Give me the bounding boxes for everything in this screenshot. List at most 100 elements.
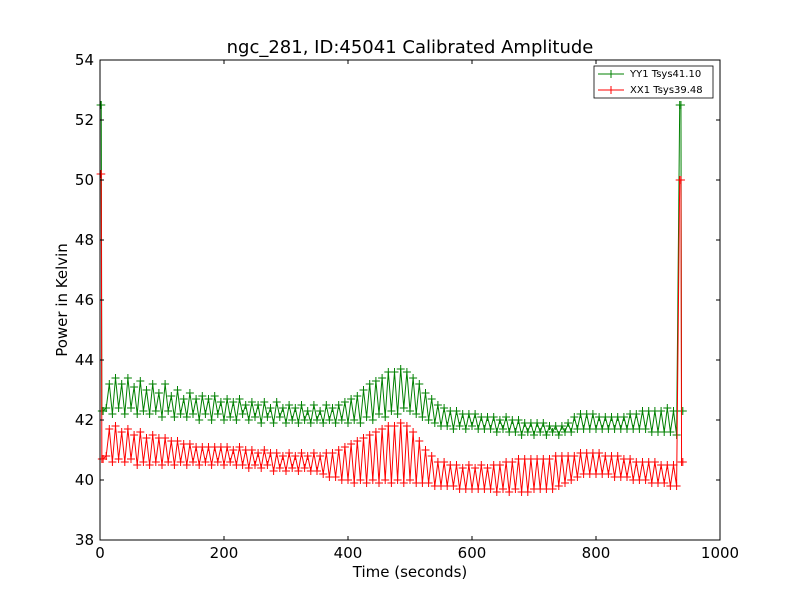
data-point <box>127 455 135 463</box>
data-point <box>247 446 256 454</box>
data-point <box>409 428 418 436</box>
data-point <box>133 461 142 469</box>
data-point <box>619 413 628 421</box>
data-point <box>356 476 365 484</box>
data-point <box>505 488 514 496</box>
data-point <box>499 425 507 433</box>
data-point <box>229 398 238 406</box>
data-point <box>468 422 476 430</box>
data-point <box>511 485 520 493</box>
x-tick-label: 600 <box>458 544 487 562</box>
x-axis-label: Time (seconds) <box>352 563 468 581</box>
data-point <box>232 416 241 424</box>
data-point <box>390 368 399 376</box>
data-point <box>97 170 106 178</box>
data-point <box>337 416 346 424</box>
legend-label-xx1: XX1 Tsys39.48 <box>630 85 703 96</box>
data-point <box>189 458 197 466</box>
data-point <box>185 440 194 448</box>
data-point <box>495 461 504 469</box>
plot-frame <box>99 59 721 541</box>
data-point <box>415 437 424 445</box>
data-point <box>502 413 511 421</box>
data-point <box>291 452 300 460</box>
data-point <box>672 482 681 490</box>
data-point <box>486 485 495 493</box>
series-1 <box>96 170 687 496</box>
data-point <box>254 449 263 457</box>
data-point <box>371 428 380 436</box>
x-tick-label: 400 <box>334 544 363 562</box>
data-point <box>145 410 154 418</box>
data-point <box>471 464 480 472</box>
data-point <box>359 386 368 394</box>
legend: YY1 Tsys41.10 XX1 Tsys39.48 <box>593 65 714 99</box>
data-point <box>313 467 321 475</box>
data-point <box>139 407 148 415</box>
data-point <box>204 395 213 403</box>
data-point <box>136 428 145 436</box>
y-tick-label: 50 <box>75 171 94 189</box>
data-point <box>393 410 402 418</box>
data-point <box>449 482 458 490</box>
data-point <box>170 461 179 469</box>
data-point <box>260 446 269 454</box>
data-point <box>167 392 176 400</box>
data-point <box>511 428 520 436</box>
data-point <box>567 476 576 484</box>
data-point <box>517 431 526 439</box>
data-point <box>650 458 659 466</box>
data-point <box>378 374 387 382</box>
data-point <box>189 410 197 418</box>
data-point <box>399 404 408 412</box>
data-point <box>300 416 309 424</box>
data-point <box>294 467 303 475</box>
data-point <box>176 458 185 466</box>
data-point <box>402 422 411 430</box>
data-point <box>350 416 359 424</box>
data-point <box>238 461 247 469</box>
x-tick-label: 200 <box>210 544 239 562</box>
data-point <box>185 389 194 397</box>
data-point <box>282 467 290 475</box>
data-point <box>455 422 464 430</box>
data-point <box>300 464 309 472</box>
data-point <box>362 479 371 487</box>
y-tick-label: 42 <box>75 411 94 429</box>
data-point <box>427 395 436 403</box>
data-point <box>114 404 123 412</box>
y-tick-label: 48 <box>75 231 94 249</box>
data-point <box>443 422 452 430</box>
data-point <box>399 479 408 487</box>
data-point <box>207 461 216 469</box>
data-point <box>489 413 498 421</box>
data-point <box>97 101 106 109</box>
data-point <box>117 380 126 388</box>
data-point <box>105 380 114 388</box>
data-point <box>613 452 622 460</box>
data-point <box>567 428 576 436</box>
data-point <box>158 461 166 469</box>
data-point <box>316 452 325 460</box>
data-point <box>303 407 312 415</box>
data-point <box>313 416 321 424</box>
y-tick-label: 44 <box>75 351 94 369</box>
series-0 <box>96 101 687 439</box>
data-point <box>108 410 117 418</box>
data-point <box>412 410 421 418</box>
data-point <box>421 389 430 397</box>
data-point <box>130 383 139 391</box>
data-point <box>424 479 433 487</box>
data-point <box>226 458 235 466</box>
data-point <box>381 476 390 484</box>
series-layer <box>96 101 687 496</box>
data-point <box>604 470 613 478</box>
data-point <box>387 407 396 415</box>
data-point <box>387 479 396 487</box>
data-point <box>492 488 501 496</box>
data-point <box>452 461 461 469</box>
legend-label-yy1: YY1 Tsys41.10 <box>629 69 701 80</box>
data-point <box>275 464 284 472</box>
data-point <box>285 449 294 457</box>
